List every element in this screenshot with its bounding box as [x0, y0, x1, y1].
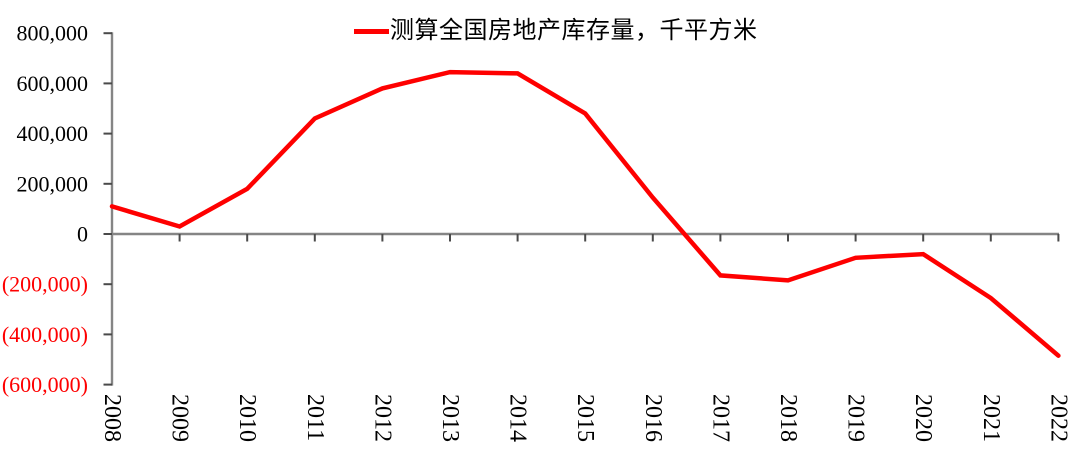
chart-legend: 测算全国房地产库存量，千平方米 — [354, 19, 758, 43]
x-axis-tick-label: 2018 — [775, 394, 801, 442]
x-axis-tick-label: 2015 — [572, 394, 598, 442]
x-axis-tick-label: 2019 — [843, 394, 869, 442]
y-axis-tick-label: (600,000) — [2, 372, 88, 397]
y-axis-tick-label: 400,000 — [17, 121, 89, 146]
x-axis-tick-label: 2009 — [167, 394, 193, 442]
y-axis-tick-label: (200,000) — [2, 272, 88, 297]
x-axis-tick-label: 2013 — [437, 394, 463, 442]
x-axis-tick-label: 2016 — [640, 394, 666, 442]
x-axis-tick-label: 2012 — [369, 394, 395, 442]
x-axis-tick-label: 2011 — [302, 394, 328, 441]
y-axis-tick-label: 0 — [77, 222, 88, 247]
x-axis-tick-label: 2014 — [505, 394, 531, 442]
inventory-series-line — [109, 69, 1061, 358]
x-axis-tick-label: 2022 — [1045, 394, 1071, 442]
legend-line-marker — [354, 28, 389, 34]
y-axis-tick-label: 200,000 — [17, 171, 89, 196]
y-axis-tick-label: 600,000 — [17, 71, 89, 96]
y-axis-tick-label: 800,000 — [17, 21, 89, 46]
x-axis-tick-label: 2008 — [99, 394, 125, 442]
x-axis-tick-label: 2017 — [707, 394, 733, 442]
y-axis-tick-label: (400,000) — [2, 322, 88, 347]
x-axis-tick-label: 2021 — [978, 394, 1004, 442]
x-axis-tick-label: 2010 — [234, 394, 260, 442]
x-axis-tick-label: 2020 — [910, 394, 936, 442]
legend-label: 测算全国房地产库存量，千平方米 — [390, 18, 758, 44]
